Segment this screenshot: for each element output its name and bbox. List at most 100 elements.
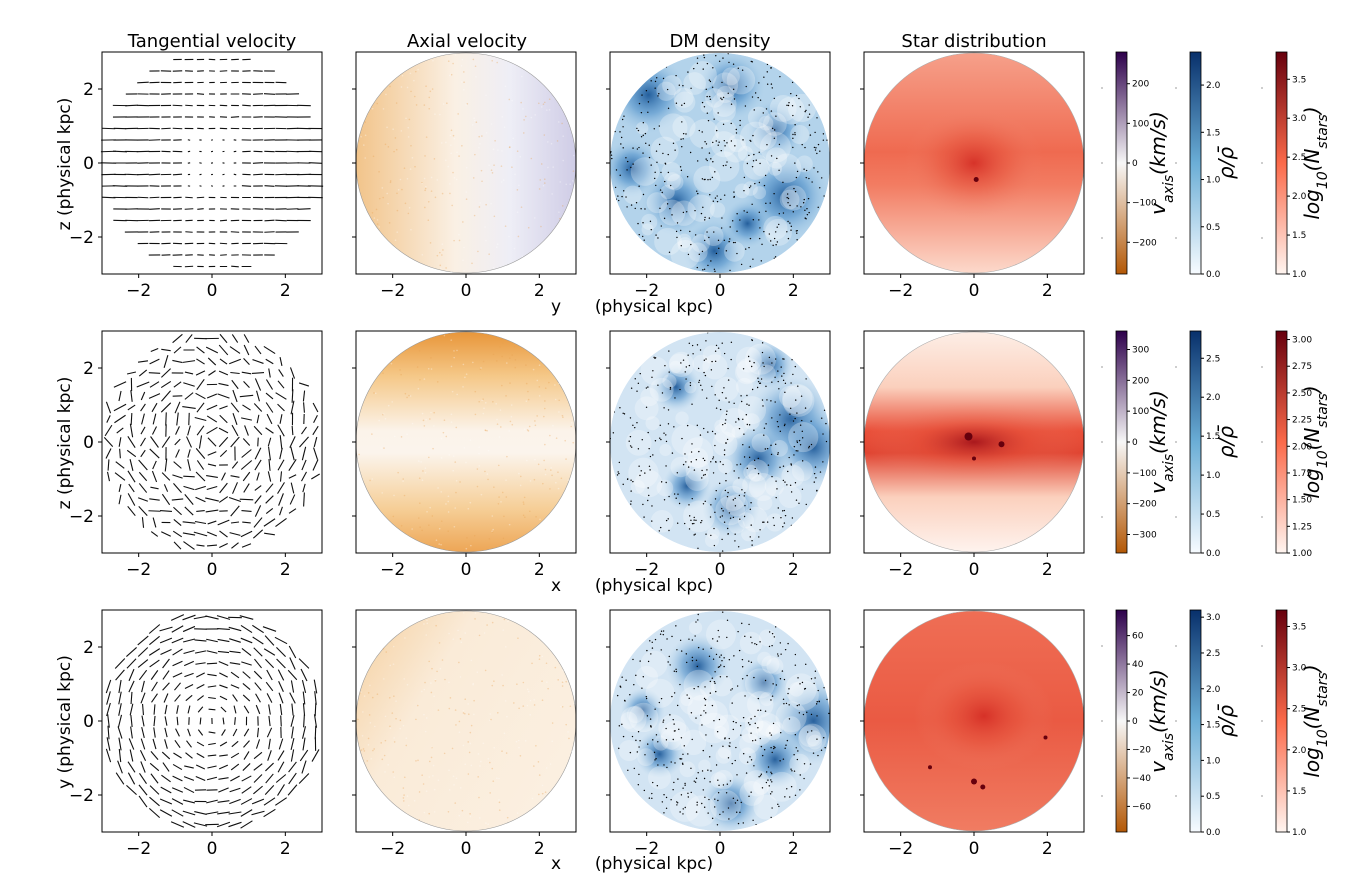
star-particle xyxy=(757,377,759,379)
velocity-arrow xyxy=(160,509,172,513)
velocity-arrow xyxy=(277,424,285,437)
axial-velocity-noise xyxy=(447,500,450,503)
axial-velocity-noise xyxy=(417,517,420,519)
star-particle xyxy=(683,102,686,105)
star-particle xyxy=(713,720,715,722)
star-particle xyxy=(644,208,646,210)
colorbar-stub xyxy=(1101,516,1103,518)
axial-velocity-noise xyxy=(407,212,410,215)
star-particle xyxy=(784,796,786,798)
star-particle xyxy=(748,795,750,798)
star-particle xyxy=(743,176,746,179)
velocity-arrow xyxy=(211,139,213,141)
star-particle xyxy=(766,144,768,146)
star-particle xyxy=(690,461,692,463)
star-particle xyxy=(737,546,740,548)
dm-overdensity xyxy=(642,167,710,236)
row-1: −2 0 220−2 −2 0 2 −2 0 2 −2 0 2 z (physical kpc)… xyxy=(55,51,1331,317)
star-particle xyxy=(680,758,683,760)
star-particle xyxy=(664,162,666,165)
axial-velocity-noise xyxy=(410,90,412,93)
velocity-arrow xyxy=(266,413,273,425)
dm-underdensity xyxy=(717,458,733,474)
axial-velocity-noise xyxy=(570,425,573,428)
star-particle xyxy=(701,519,703,522)
axial-velocity-noise xyxy=(411,528,413,530)
velocity-arrow xyxy=(118,737,122,751)
star-particle xyxy=(674,397,676,399)
x-tick-label: 2 xyxy=(788,839,799,859)
axial-velocity-noise xyxy=(545,109,548,111)
dm-underdensity xyxy=(757,651,772,667)
axial-velocity-noise xyxy=(452,469,455,472)
star-particle xyxy=(639,740,641,742)
axial-velocity-noise xyxy=(537,463,540,466)
star-particle xyxy=(773,524,775,527)
velocity-arrow xyxy=(107,725,110,740)
star-particle xyxy=(715,344,718,347)
star-particle xyxy=(809,134,812,136)
star-particle xyxy=(622,147,624,149)
axial-velocity-noise xyxy=(565,680,567,683)
velocity-arrow xyxy=(254,459,262,471)
star-distribution-panel-row2: −2 0 2 xyxy=(860,330,1085,580)
star-particle xyxy=(796,232,798,234)
star-particle xyxy=(701,147,703,149)
axial-velocity-panel-row2: −2 0 2 xyxy=(352,330,577,580)
star-particle xyxy=(742,822,744,824)
axial-velocity-noise xyxy=(424,467,427,470)
star-particle xyxy=(769,732,771,734)
axial-velocity-noise xyxy=(522,705,525,707)
velocity-arrow xyxy=(208,731,216,734)
velocity-arrow xyxy=(194,650,207,654)
velocity-arrow xyxy=(219,358,228,365)
star-particle xyxy=(712,141,714,144)
star-particle xyxy=(780,366,782,368)
star-particle xyxy=(734,802,737,804)
velocity-arrow xyxy=(255,693,261,703)
dm-underdensity xyxy=(768,721,781,735)
star-particle xyxy=(759,382,762,384)
axial-velocity-noise xyxy=(436,179,439,181)
x-tick-label: 0 xyxy=(715,839,726,859)
star-particle xyxy=(676,236,678,239)
dm-underdensity xyxy=(747,106,770,129)
velocity-arrow xyxy=(222,717,225,725)
axial-velocity-noise xyxy=(366,760,369,762)
dm-underdensity xyxy=(746,459,769,482)
star-particle xyxy=(684,453,686,455)
velocity-arrow xyxy=(277,459,285,471)
star-particle xyxy=(792,373,794,376)
star-particle xyxy=(645,695,648,698)
star-particle xyxy=(825,440,828,443)
colorbar-tick-label: 1.0 xyxy=(1206,756,1221,766)
star-particle xyxy=(771,807,773,809)
dm-overdensity xyxy=(701,774,761,831)
axial-velocity-noise xyxy=(404,202,407,205)
axial-velocity-noise xyxy=(523,496,526,499)
star-particle xyxy=(702,648,704,650)
velocity-arrow xyxy=(126,449,137,458)
velocity-arrow xyxy=(171,625,184,633)
star-particle xyxy=(795,399,797,401)
star-particle xyxy=(741,69,744,71)
velocity-arrow xyxy=(196,402,205,413)
star-particle xyxy=(702,503,705,505)
star-particle xyxy=(704,500,706,503)
dm-underdensity xyxy=(789,682,804,697)
axial-velocity-noise xyxy=(525,400,528,403)
dm-underdensity xyxy=(745,343,777,375)
velocity-arrow xyxy=(151,681,158,692)
axial-velocity-noise xyxy=(409,395,412,397)
star-particle xyxy=(789,484,792,486)
velocity-arrow xyxy=(174,401,181,414)
colorbar-stub xyxy=(1261,162,1263,164)
star-particle xyxy=(796,205,798,207)
velocity-arrow xyxy=(137,81,149,84)
axial-velocity-noise xyxy=(449,134,452,137)
star-particle xyxy=(668,251,671,253)
velocity-arrow xyxy=(119,448,121,459)
star-particle xyxy=(777,370,779,372)
axial-velocity-noise xyxy=(544,443,546,446)
axial-velocity-noise xyxy=(383,754,386,757)
